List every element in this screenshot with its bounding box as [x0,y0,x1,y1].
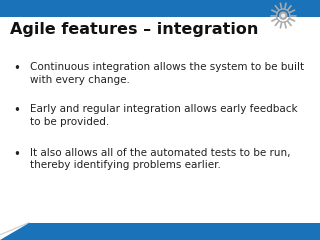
Text: Continuous integration allows the system to be built
with every change.: Continuous integration allows the system… [30,62,305,85]
Text: Early and regular integration allows early feedback
to be provided.: Early and regular integration allows ear… [30,104,298,127]
Text: •: • [13,104,20,117]
Polygon shape [0,223,320,240]
Circle shape [280,12,287,19]
Text: It also allows all of the automated tests to be run,
thereby identifying problem: It also allows all of the automated test… [30,148,291,170]
Text: •: • [13,148,20,161]
Bar [0,0,320,17]
Circle shape [282,14,285,17]
Text: •: • [13,62,20,75]
Text: Agile features – integration: Agile features – integration [10,22,258,37]
